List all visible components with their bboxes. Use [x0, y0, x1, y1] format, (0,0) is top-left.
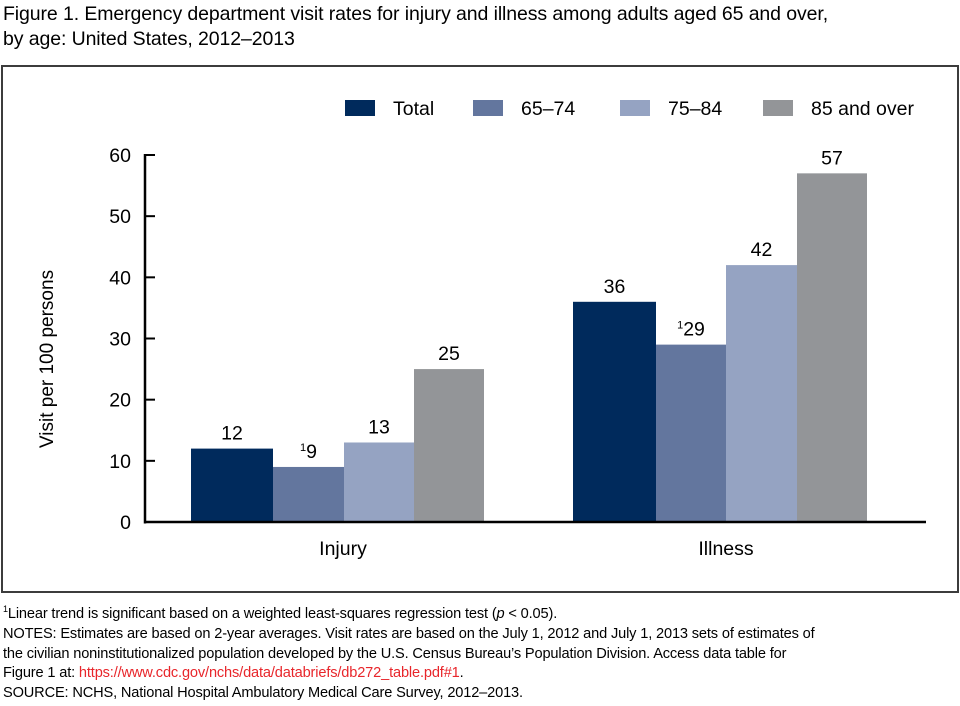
bar-value-label-injury-3: 25	[438, 343, 460, 365]
bars-layer	[191, 173, 867, 522]
bar-injury-2	[344, 442, 414, 522]
y-tick-label-20: 20	[109, 390, 131, 412]
y-axis-label: Visit per 100 persons	[37, 270, 58, 448]
bar-injury-3	[414, 369, 484, 522]
category-labels-layer: Injury Illness	[319, 538, 754, 560]
bar-illness-0	[573, 301, 656, 522]
bar-value-label-illness-1: 129	[677, 319, 705, 341]
footnote-trend-text-end: < 0.05).	[504, 606, 558, 622]
bar-illness-2	[726, 265, 797, 522]
chart-frame: Total 65–74 75–84 85 and over Visit per 100…	[1, 65, 959, 593]
legend-swatch-1	[473, 100, 503, 116]
category-label-illness: Illness	[698, 538, 754, 560]
y-tick-label-30: 30	[109, 329, 131, 351]
bar-value-label-illness-3: 57	[821, 147, 843, 169]
footnote-mark: 1	[3, 604, 8, 614]
y-tick-label-0: 0	[120, 512, 131, 534]
bar-value-label-illness-0: 36	[604, 276, 626, 298]
footnote-source: SOURCE: NCHS, National Hospital Ambulato…	[3, 685, 523, 702]
bar-value: 9	[306, 441, 317, 463]
chart-legend: Total 65–74 75–84 85 and over	[345, 98, 915, 120]
bar-injury-1	[273, 466, 344, 522]
legend-swatch-0	[345, 100, 375, 116]
y-tick-label-60: 60	[109, 145, 131, 167]
footnote-mark: 1	[677, 320, 683, 332]
data-table-link[interactable]: https://www.cdc.gov/nchs/data/databriefs…	[78, 665, 460, 682]
bar-illness-3	[797, 173, 867, 522]
footnote-notes-suffix: .	[459, 665, 464, 682]
axes-layer: 0 10 20 30 40 50 60	[109, 145, 926, 534]
footnote-notes-line-2: the civilian noninstitutionalized popula…	[3, 645, 787, 662]
bar-value-label-injury-0: 12	[221, 423, 243, 445]
footnote-trend-text: Linear trend is significant based on a w…	[7, 606, 497, 622]
bar-injury-0	[191, 448, 273, 522]
footnotes: 1Linear trend is significant based on a …	[3, 605, 958, 704]
legend-swatch-2	[620, 100, 650, 116]
bar-chart: Total 65–74 75–84 85 and over Visit per 100…	[37, 98, 926, 560]
bar-value: 29	[683, 319, 705, 341]
y-tick-label-10: 10	[109, 451, 131, 473]
bar-value-label-injury-1: 19	[300, 441, 317, 463]
legend-label-2: 75–84	[668, 98, 722, 120]
category-label-injury: Injury	[319, 538, 367, 560]
bar-illness-1	[656, 344, 726, 522]
legend-label-3: 85 and over	[811, 98, 915, 120]
p-symbol: p	[496, 606, 505, 622]
legend-swatch-3	[763, 100, 793, 116]
legend-label-1: 65–74	[521, 98, 575, 120]
y-tick-label-50: 50	[109, 206, 131, 228]
figure-title-line-2: by age: United States, 2012–2013	[3, 28, 295, 50]
footnote-notes-line-3: Figure 1 at: https://www.cdc.gov/nchs/da…	[3, 664, 958, 684]
figure-title-line-1: Figure 1. Emergency department visit rat…	[3, 3, 829, 25]
footnote-trend: 1Linear trend is significant based on a …	[3, 605, 958, 625]
bar-value-label-illness-2: 42	[751, 239, 773, 261]
footnote-notes-line-1: NOTES: Estimates are based on 2-year ave…	[3, 625, 815, 642]
footnote-mark: 1	[300, 442, 306, 454]
figure-title: Figure 1. Emergency department visit rat…	[3, 2, 953, 52]
legend-label-0: Total	[393, 98, 434, 120]
bar-value-label-injury-2: 13	[368, 416, 390, 438]
footnote-notes-prefix: Figure 1 at:	[3, 665, 79, 682]
y-tick-label-40: 40	[109, 267, 131, 289]
y-axis-label-group: Visit per 100 persons	[37, 270, 58, 448]
